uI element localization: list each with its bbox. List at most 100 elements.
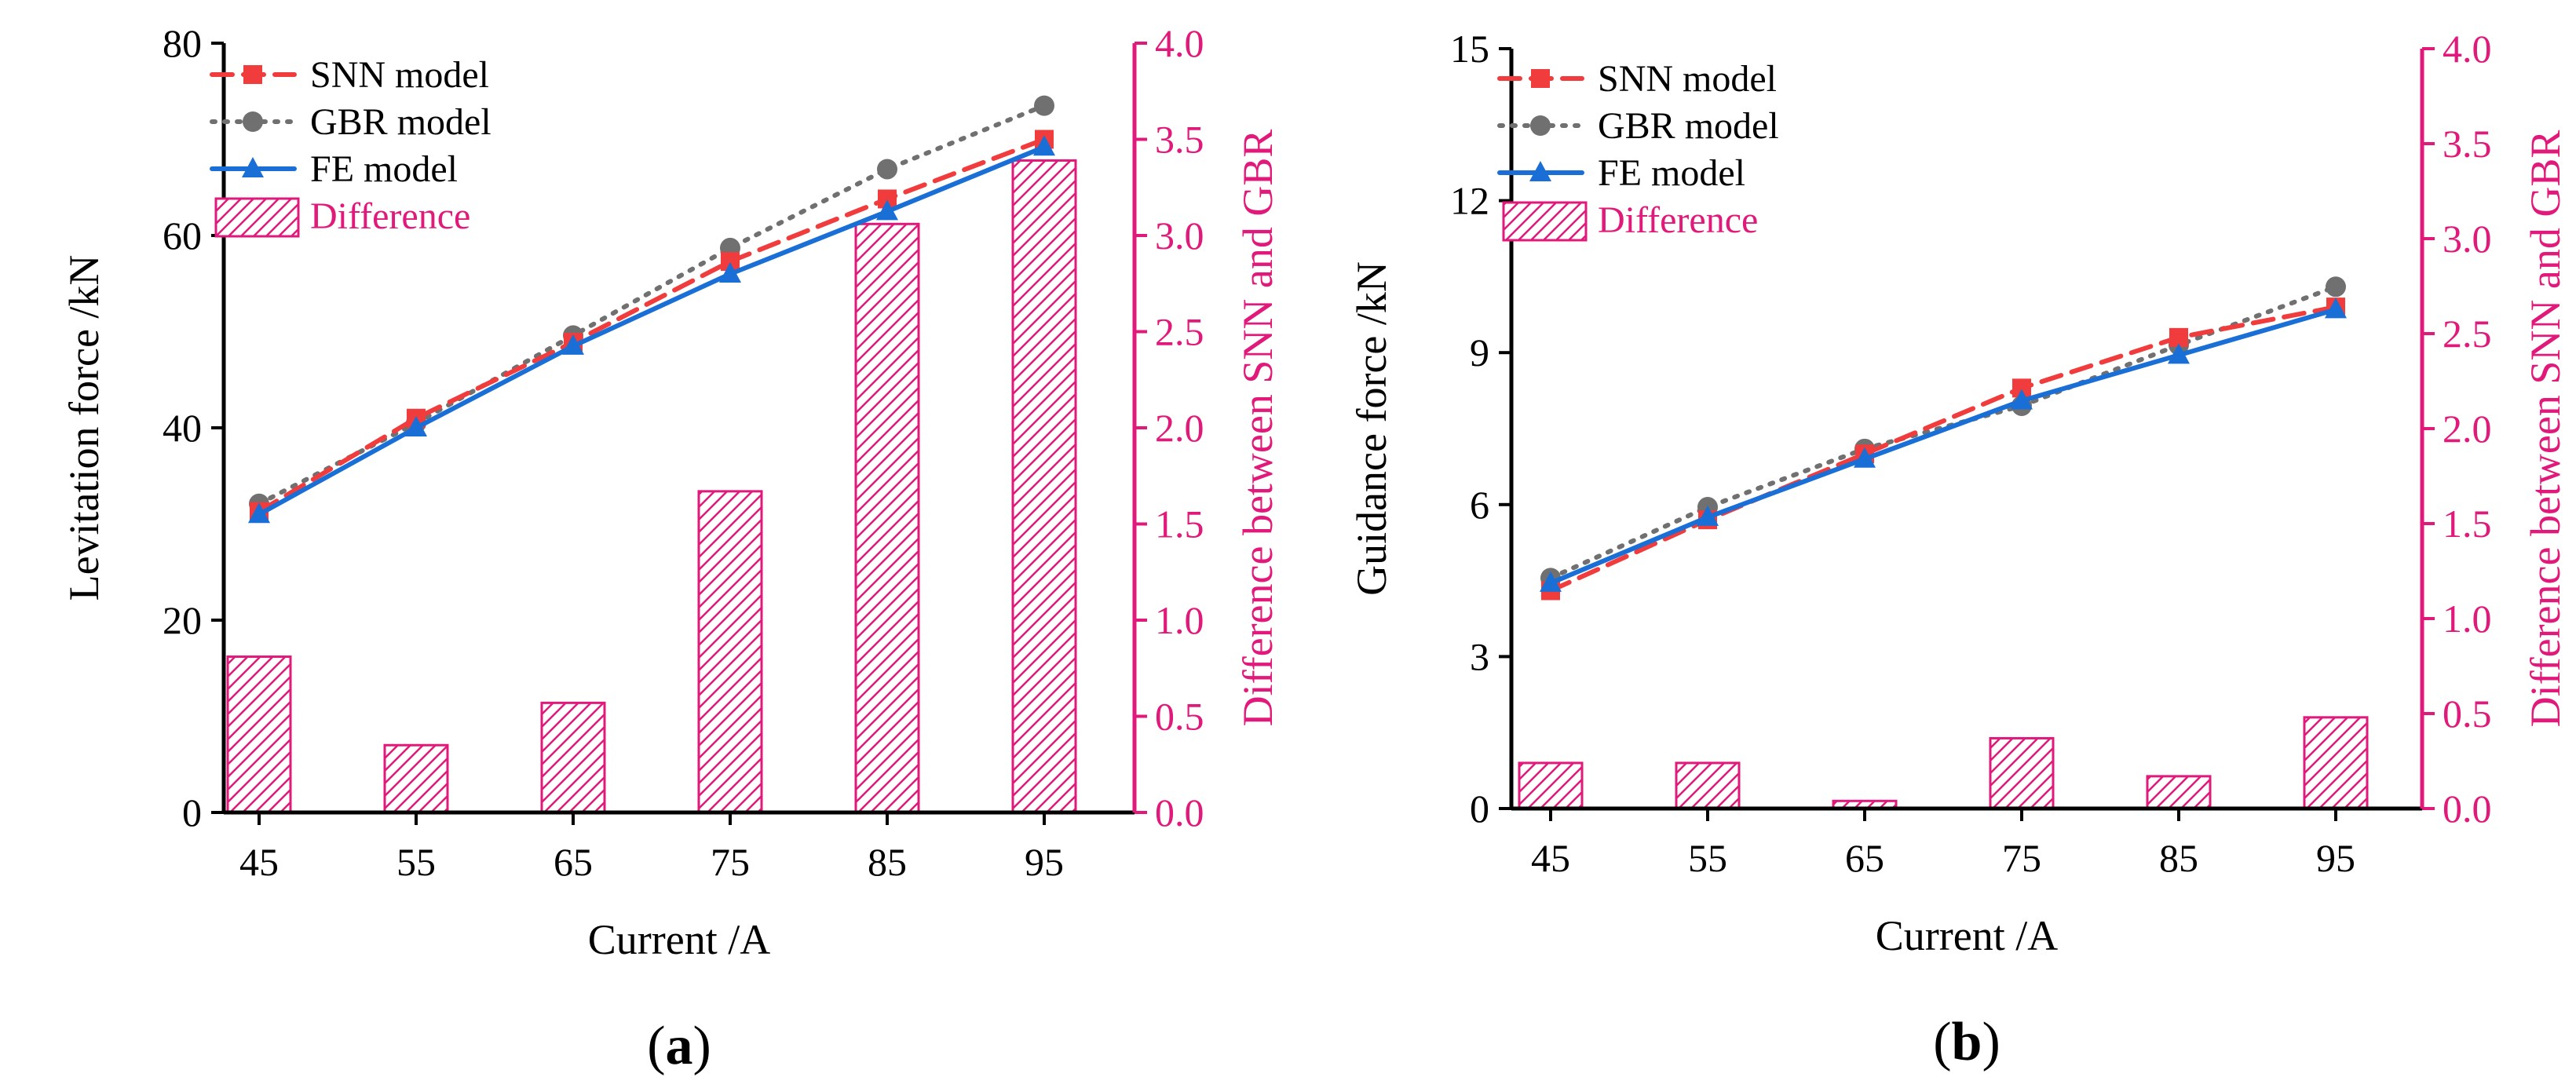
legend-snn-label: SNN model [310, 54, 489, 96]
panel-a-levitation-chart: 0 20 40 60 80 0.0 0.5 1.0 1.5 2.0 2.5 3.0 3.5 4.0 45 55… [60, 21, 1281, 1076]
fe-series-line [1548, 307, 2338, 586]
y2-tick-label: 1.0 [1155, 598, 1204, 642]
panel-label-open: ( [647, 1016, 665, 1076]
y-tick-label: 80 [163, 21, 202, 65]
x-axis-title: Current /A [1876, 912, 2058, 959]
gbr-data-point [2326, 276, 2346, 298]
panel-label-close: ) [693, 1016, 711, 1076]
fe-data-point [2168, 343, 2190, 364]
difference-bar [1675, 761, 1741, 810]
legend-fe-marker [242, 157, 264, 177]
y2-tick-label: 3.0 [1155, 214, 1204, 257]
fe-data-point [2325, 298, 2347, 319]
x-tick-label: 85 [2159, 836, 2198, 880]
gbr-data-point [877, 159, 897, 180]
x-tick-label: 75 [711, 840, 750, 884]
y-tick-label: 3 [1470, 634, 1489, 678]
x-tick-label: 55 [1688, 836, 1727, 880]
y2-tick-label: 1.0 [2443, 597, 2492, 641]
y2-tick-label: 0.0 [2443, 787, 2492, 831]
legend-snn-marker [1531, 69, 1550, 88]
x-tick-label: 65 [1845, 836, 1884, 880]
y2-tick-label: 3.0 [2443, 217, 2492, 261]
gbr-series-line [257, 103, 1047, 506]
difference-bar [383, 743, 449, 814]
x-tick-label: 95 [2316, 836, 2355, 880]
legend-gbr-label: GBR model [1598, 105, 1779, 147]
fe-data-point [1697, 505, 1719, 526]
difference-bar [1989, 736, 2055, 810]
y2-tick-label: 2.0 [2443, 407, 2492, 451]
panel-b-guidance-chart: 0 3 6 9 12 15 0.0 0.5 1.0 1.5 2.0 2.5 3.0 3.5 4.0 45 55 6… [1348, 27, 2569, 1072]
y-tick-label: 9 [1470, 330, 1489, 374]
legend-gbr-marker [1530, 115, 1551, 136]
y2-tick-label: 1.5 [2443, 502, 2492, 546]
y-tick-label: 0 [1470, 787, 1489, 831]
fe-data-point [1033, 135, 1055, 156]
y2-tick-label: 1.5 [1155, 502, 1204, 546]
y-tick-label: 20 [163, 598, 202, 642]
x-axis-title: Current /A [588, 916, 770, 963]
y2-tick-label: 0.0 [1155, 790, 1204, 834]
legend-gbr-marker [243, 111, 263, 132]
panel-label-letter: a [666, 1016, 693, 1076]
y2-tick-label: 0.5 [2443, 692, 2492, 736]
difference-bar [226, 655, 292, 814]
difference-bar [2146, 775, 2212, 810]
fe-data-point [405, 416, 427, 436]
panel-label-close: ) [1982, 1012, 2000, 1072]
y-tick-label: 60 [163, 214, 202, 257]
y-axis-title: Guidance force /kN [1348, 261, 1395, 596]
x-tick-label: 45 [239, 840, 279, 884]
panel-label: (b) [1933, 1012, 2001, 1072]
x-tick-label: 95 [1025, 840, 1064, 884]
gbr-data-point [1034, 95, 1054, 116]
panel-label-letter: b [1952, 1012, 1982, 1072]
panel-label: (a) [647, 1016, 711, 1076]
snn-series-line [1548, 305, 2338, 593]
fe-data-point [562, 334, 584, 355]
y-tick-label: 40 [163, 406, 202, 450]
y2-tick-label: 3.5 [1155, 118, 1204, 162]
fe-data-point [876, 199, 898, 221]
y2-tick-label: 4.0 [1155, 21, 1204, 65]
legend-snn-label: SNN model [1598, 58, 1777, 100]
legend-gbr-label: GBR model [310, 101, 491, 143]
y2-tick-label: 0.5 [1155, 695, 1204, 739]
fe-data-point [1540, 571, 1562, 592]
y-tick-label: 6 [1470, 483, 1489, 527]
legend-difference-label: Difference [310, 195, 470, 237]
y2-axis-title: Difference between SNN and GBR [2522, 130, 2569, 728]
fe-data-point [248, 502, 270, 524]
difference-bar [854, 222, 920, 814]
legend-difference-swatch [214, 197, 300, 238]
x-tick-label: 65 [554, 840, 593, 884]
legend-difference-label: Difference [1598, 199, 1758, 241]
y-axis-title: Levitation force /kN [60, 255, 108, 601]
y2-axis-title: Difference between SNN and GBR [1234, 130, 1281, 727]
legend-fe-label: FE model [310, 148, 458, 190]
y2-tick-label: 4.0 [2443, 27, 2492, 71]
difference-bar [1011, 159, 1077, 814]
x-tick-label: 55 [396, 840, 436, 884]
snn-series-line [257, 137, 1047, 514]
difference-bar [540, 701, 606, 814]
gbr-series-line [1548, 284, 2338, 581]
difference-bar [2303, 716, 2369, 810]
difference-bar [1518, 761, 1584, 810]
legend-fe-label: FE model [1598, 152, 1745, 194]
y-tick-label: 0 [182, 790, 202, 834]
legend-fe-marker [1529, 161, 1551, 181]
x-tick-label: 75 [2002, 836, 2041, 880]
fe-data-point [1854, 447, 1876, 468]
x-tick-label: 85 [868, 840, 907, 884]
fe-data-point [2011, 389, 2033, 410]
panel-label-open: ( [1933, 1012, 1951, 1072]
y-tick-label: 15 [1450, 27, 1489, 71]
y2-tick-label: 2.5 [1155, 310, 1204, 354]
fe-data-point [719, 262, 741, 283]
y-tick-label: 12 [1450, 179, 1489, 223]
legend-difference-swatch [1502, 201, 1588, 242]
legend-snn-marker [243, 65, 262, 84]
difference-bar [697, 490, 763, 814]
